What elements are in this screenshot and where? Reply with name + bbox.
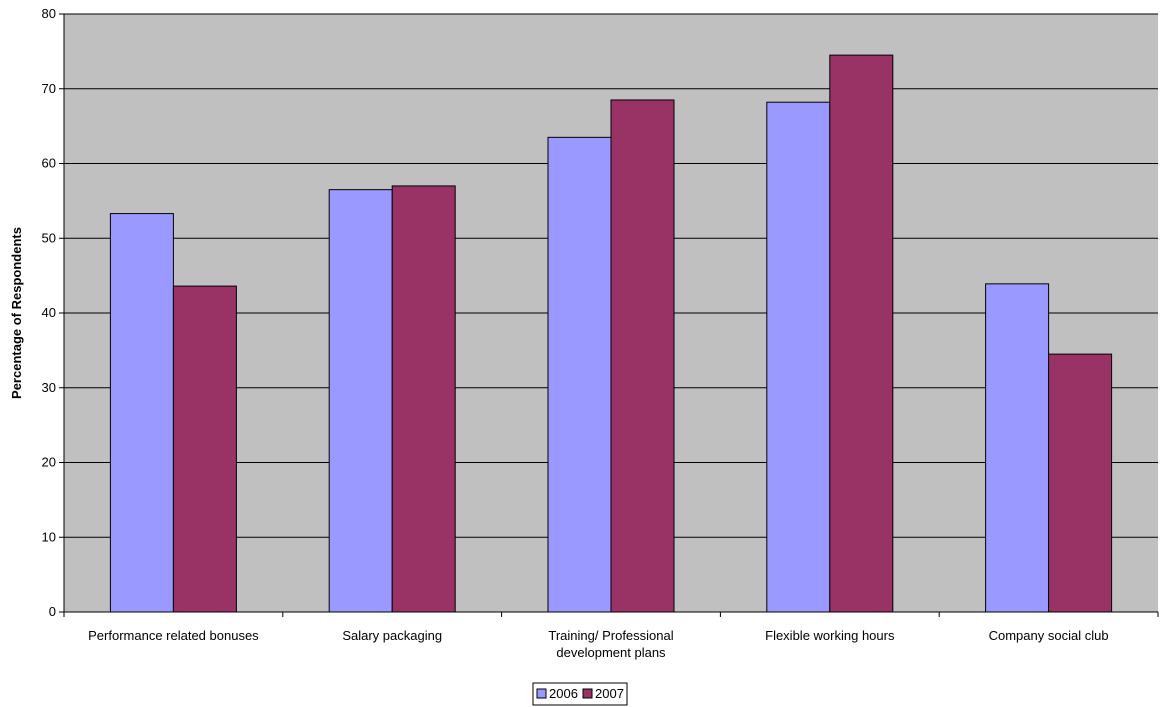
bar-2007-1: [391, 185, 456, 613]
x-category-label: Flexible working hours: [765, 628, 895, 643]
x-category-label: Company social club: [989, 628, 1109, 643]
y-tick-label: 0: [49, 604, 56, 619]
y-tick-label: 70: [42, 81, 56, 96]
y-tick-label: 30: [42, 380, 56, 395]
y-axis-label: Percentage of Respondents: [9, 227, 24, 399]
bar-2007-2: [610, 99, 675, 613]
y-tick-label: 40: [42, 305, 56, 320]
bar-2006-0: [109, 213, 174, 613]
y-tick-label: 50: [42, 230, 56, 245]
bar-2007-4: [1048, 353, 1113, 613]
legend: 2006 2007: [532, 682, 628, 706]
bar-2006-3: [766, 101, 831, 613]
y-tick-label: 10: [42, 529, 56, 544]
bars: [109, 54, 1113, 613]
x-category-label: development plans: [556, 645, 666, 660]
y-tick-labels: 0 10 20 30 40 50 60 70 80: [42, 6, 64, 619]
y-tick-label: 60: [42, 156, 56, 171]
bar-2006-1: [328, 189, 393, 613]
x-category-label: Training/ Professional: [548, 628, 673, 643]
x-category-label: Performance related bonuses: [88, 628, 259, 643]
bar-2007-3: [829, 54, 894, 613]
legend-box: [532, 682, 628, 706]
bar-2006-4: [985, 283, 1050, 613]
legend-swatch-2007: [582, 688, 593, 699]
x-category-labels: Performance related bonuses Salary packag…: [88, 628, 1108, 660]
y-tick-label: 20: [42, 455, 56, 470]
bar-2007-0: [172, 285, 237, 613]
bar-2006-2: [547, 136, 612, 613]
y-tick-label: 80: [42, 6, 56, 21]
legend-label-2007: 2007: [595, 686, 624, 701]
x-category-label: Salary packaging: [342, 628, 442, 643]
legend-swatch-2006: [536, 688, 547, 699]
legend-label-2006: 2006: [549, 686, 578, 701]
